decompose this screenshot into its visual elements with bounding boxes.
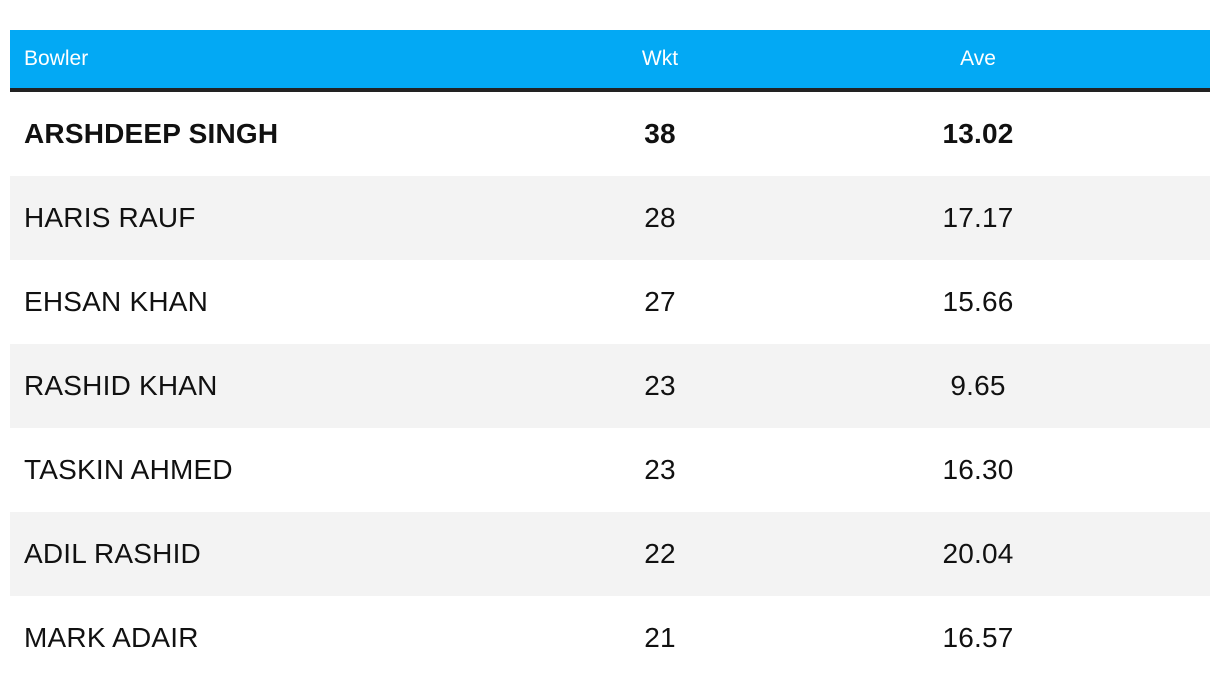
wickets-value: 23 [644, 370, 676, 401]
column-header-ave: Ave [960, 47, 996, 70]
average-value: 15.66 [942, 286, 1014, 317]
table-row: HARIS RAUF 28 17.17 [10, 176, 1210, 260]
average-value: 13.02 [942, 118, 1014, 149]
wickets-value: 22 [644, 538, 676, 569]
column-header-wkt: Wkt [641, 47, 679, 70]
average-value: 17.17 [942, 202, 1014, 233]
table-row: RASHID KHAN 23 9.65 [10, 344, 1210, 428]
wickets-value: 23 [644, 454, 676, 485]
bowler-name: MARK ADAIR [24, 622, 199, 653]
table-row: ADIL RASHID 22 20.04 [10, 512, 1210, 596]
wickets-value: 28 [644, 202, 676, 233]
table-row: ARSHDEEP SINGH 38 13.02 [10, 92, 1210, 176]
bowler-name: TASKIN AHMED [24, 454, 233, 485]
bowler-name: EHSAN KHAN [24, 286, 209, 317]
table-row: EHSAN KHAN 27 15.66 [10, 260, 1210, 344]
column-header-bowler: Bowler [24, 47, 89, 70]
average-value: 9.65 [950, 370, 1006, 401]
wickets-value: 38 [644, 118, 676, 149]
bowler-name: ADIL RASHID [24, 538, 201, 569]
bowling-stats-table: Bowler Wkt Ave ARSHDEEP SINGH 38 13.02 H… [10, 30, 1210, 680]
wickets-value: 27 [644, 286, 676, 317]
bowler-name: ARSHDEEP SINGH [24, 118, 279, 149]
table-row: MARK ADAIR 21 16.57 [10, 596, 1210, 680]
table-row: TASKIN AHMED 23 16.30 [10, 428, 1210, 512]
bowler-name: HARIS RAUF [24, 202, 196, 233]
average-value: 20.04 [942, 538, 1014, 569]
average-value: 16.30 [942, 454, 1014, 485]
bowler-name: RASHID KHAN [24, 370, 218, 401]
table-header: Bowler Wkt Ave [10, 30, 1210, 92]
wickets-value: 21 [644, 622, 676, 653]
average-value: 16.57 [942, 622, 1014, 653]
